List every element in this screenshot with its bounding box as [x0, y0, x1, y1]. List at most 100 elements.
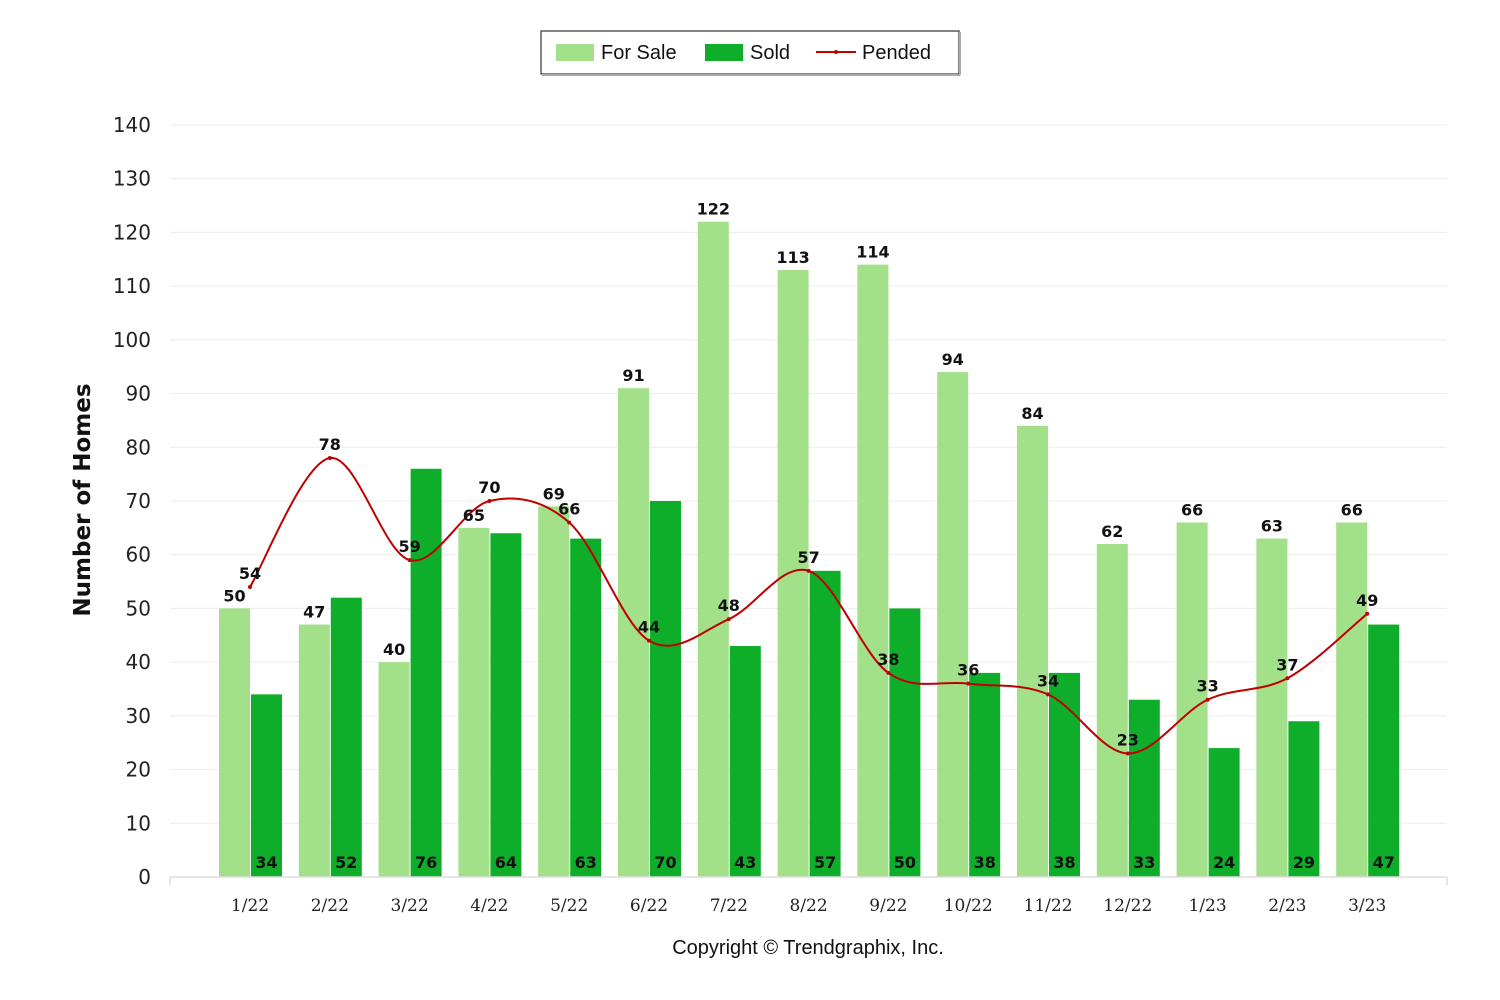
- data-label-pended: 59: [398, 537, 420, 556]
- data-label-for-sale: 65: [463, 506, 485, 525]
- bar-sold: [969, 672, 1001, 877]
- data-label-pended: 37: [1276, 655, 1298, 674]
- data-label-pended: 44: [638, 618, 660, 637]
- data-label-sold: 33: [1133, 853, 1155, 872]
- bar-sold: [1128, 699, 1160, 877]
- legend-swatch-sold: [705, 44, 743, 61]
- data-label-pended: 54: [239, 564, 261, 583]
- pended-point: [327, 456, 332, 461]
- data-label-for-sale: 122: [697, 200, 730, 219]
- bar-sold: [889, 608, 921, 877]
- x-axis: 1/22 2/22 3/22 4/22 5/22 6/22 7/22 8/22 9/22 10/2…: [169, 876, 1448, 916]
- data-label-for-sale: 66: [1181, 500, 1203, 519]
- data-label-for-sale: 63: [1261, 517, 1283, 536]
- bar-sold: [1288, 721, 1320, 877]
- data-label-sold: 76: [415, 853, 437, 872]
- y-tick-label: 80: [126, 435, 151, 459]
- pended-point: [567, 520, 572, 525]
- data-label-for-sale: 40: [383, 640, 405, 659]
- y-tick-label: 10: [126, 811, 151, 835]
- pended-point: [1205, 697, 1210, 702]
- data-label-sold: 64: [495, 853, 517, 872]
- bar-for-sale: [1256, 538, 1288, 877]
- bar-for-sale: [1336, 522, 1368, 877]
- legend: For Sale Sold Pended: [540, 30, 961, 76]
- pended-point: [1125, 751, 1130, 756]
- data-label-pended: 66: [558, 499, 580, 518]
- pended-line-group: [248, 456, 1370, 756]
- data-label-for-sale: 47: [303, 603, 325, 622]
- bar-sold: [410, 468, 442, 877]
- y-axis-title: Number of Homes: [70, 383, 96, 616]
- legend-label-sold: Sold: [750, 42, 790, 64]
- y-tick-label: 140: [113, 113, 151, 137]
- bar-for-sale: [697, 221, 729, 877]
- x-tick-label: 4/22: [470, 896, 508, 916]
- bar-sold: [729, 646, 761, 877]
- x-tick-label: 1/22: [231, 896, 269, 916]
- bar-for-sale: [538, 506, 570, 877]
- data-label-pended: 33: [1196, 677, 1218, 696]
- data-label-pended: 36: [957, 661, 979, 680]
- x-tick-label: 2/23: [1268, 896, 1306, 916]
- data-labels: 50 34 47 52 40 76 65 64 69 63 91 70 122 43 113 57 114 50 9…: [223, 200, 1394, 872]
- x-tick-label: 11/22: [1024, 896, 1073, 916]
- y-tick-label: 110: [113, 274, 151, 298]
- data-label-for-sale: 84: [1021, 404, 1043, 423]
- data-label-sold: 57: [814, 853, 836, 872]
- data-label-pended: 49: [1356, 591, 1378, 610]
- bar-for-sale: [1096, 543, 1128, 877]
- pended-point: [647, 638, 651, 643]
- legend-label-pended: Pended: [862, 42, 931, 64]
- bar-for-sale: [298, 624, 330, 877]
- legend-label-for-sale: For Sale: [601, 42, 677, 64]
- y-tick-label: 70: [126, 489, 151, 513]
- x-tick-label: 7/22: [710, 896, 748, 916]
- bar-sold: [330, 597, 362, 877]
- data-label-sold: 34: [255, 853, 277, 872]
- data-label-sold: 38: [974, 853, 996, 872]
- legend-swatch-for-sale: [556, 44, 594, 61]
- legend-box: [540, 30, 960, 75]
- bar-sold: [570, 538, 602, 877]
- y-tick-label: 90: [126, 382, 151, 406]
- y-tick-label: 130: [113, 167, 151, 191]
- data-label-pended: 78: [319, 435, 341, 454]
- legend-marker-pended: [834, 50, 838, 54]
- y-tick-label: 40: [126, 650, 151, 674]
- x-tick-label: 1/23: [1189, 896, 1227, 916]
- bar-for-sale: [777, 270, 809, 877]
- bar-sold: [1368, 624, 1400, 877]
- data-label-for-sale: 66: [1341, 500, 1363, 519]
- bar-sold: [809, 570, 841, 877]
- x-tick-label: 3/22: [391, 896, 429, 916]
- x-tick-label: 6/22: [630, 896, 668, 916]
- bar-for-sale: [1176, 522, 1208, 877]
- bar-for-sale: [618, 388, 649, 877]
- x-tick-label: 8/22: [790, 896, 828, 916]
- data-label-for-sale: 62: [1101, 522, 1123, 541]
- y-tick-label: 60: [126, 543, 151, 567]
- x-tick-label: 9/22: [869, 896, 907, 916]
- y-tick-label: 50: [126, 596, 151, 620]
- data-label-pended: 38: [877, 650, 899, 669]
- bars: [219, 221, 1400, 878]
- pended-point: [487, 499, 492, 503]
- bar-for-sale: [219, 608, 250, 877]
- bar-sold: [1049, 672, 1080, 877]
- pended-point: [407, 558, 412, 563]
- y-tick-label: 0: [138, 865, 151, 889]
- bar-sold: [650, 501, 681, 877]
- data-label-sold: 43: [734, 853, 756, 872]
- data-label-sold: 50: [894, 853, 916, 872]
- bar-sold: [251, 694, 282, 877]
- pended-point: [806, 568, 811, 573]
- data-label-pended: 48: [718, 596, 740, 615]
- x-tick-label: 12/22: [1103, 896, 1152, 916]
- data-label-sold: 70: [654, 853, 676, 872]
- y-tick-label: 120: [113, 220, 151, 244]
- y-tick-label: 30: [126, 704, 151, 728]
- data-label-for-sale: 91: [622, 366, 644, 385]
